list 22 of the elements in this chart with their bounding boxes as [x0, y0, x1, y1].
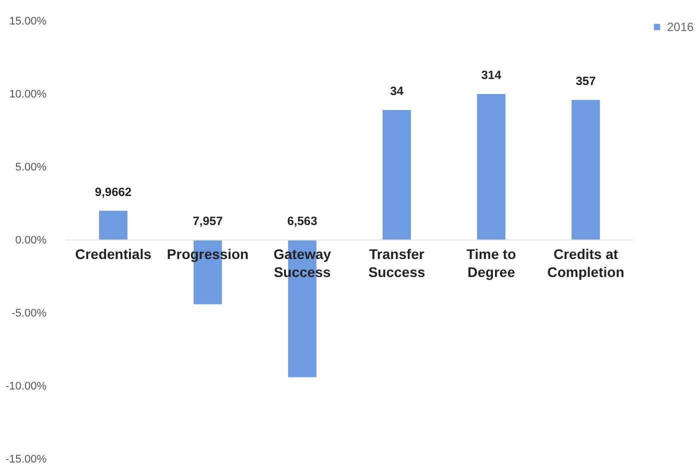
- bar: [477, 94, 506, 240]
- legend-label: 2016: [667, 20, 694, 34]
- bar: [99, 210, 128, 240]
- annotation: 357: [576, 74, 596, 88]
- annotation: 7,957: [192, 214, 224, 228]
- bar: [382, 110, 411, 240]
- bar: [572, 100, 600, 240]
- y-tick-label: 15.00%: [9, 16, 47, 28]
- annotation: 9,9662: [94, 184, 132, 199]
- y-tick-label: 10.00%: [9, 88, 47, 100]
- annotation: 314: [481, 68, 502, 82]
- x-tick-label: Credentials: [75, 246, 152, 262]
- y-tick-label: -10.00%: [6, 380, 47, 392]
- annotation: 6,563: [287, 214, 318, 228]
- x-tick-label: Transfer Success: [368, 246, 426, 280]
- y-tick-label: 0.00%: [15, 234, 47, 246]
- y-tick-label: -15.00%: [6, 454, 47, 466]
- x-tick-label: Time to Degree: [466, 246, 516, 280]
- y-tick-label: 5.00%: [15, 162, 47, 174]
- annotation: 34: [390, 84, 404, 98]
- y-tick-label: -5.00%: [12, 308, 47, 320]
- x-tick-label: Credits at Completion: [547, 246, 624, 280]
